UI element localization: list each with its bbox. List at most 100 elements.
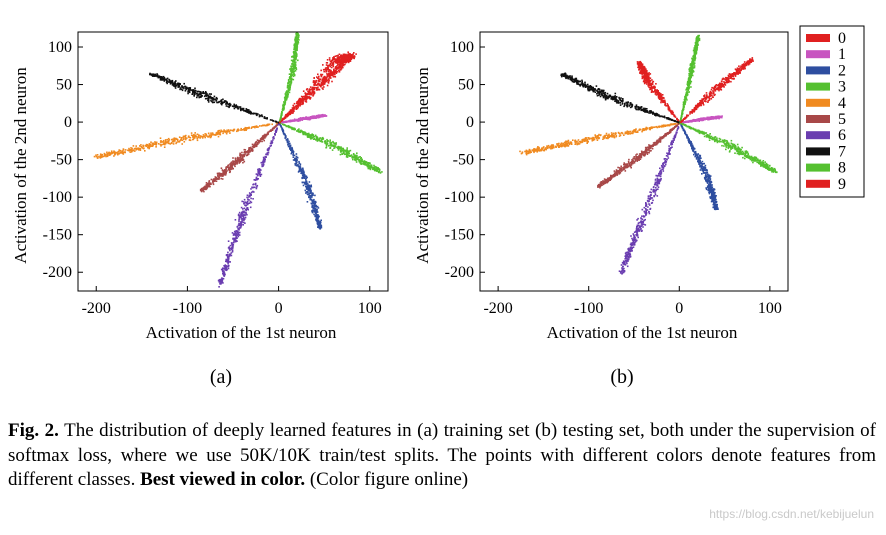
data-point bbox=[101, 156, 103, 158]
data-point bbox=[238, 231, 241, 234]
data-point bbox=[100, 155, 102, 157]
series-5 bbox=[199, 122, 281, 193]
data-point bbox=[302, 100, 305, 102]
data-point bbox=[308, 194, 311, 197]
data-point bbox=[281, 111, 283, 114]
data-point bbox=[375, 169, 378, 171]
data-point bbox=[179, 88, 181, 91]
data-point bbox=[164, 139, 167, 141]
data-point bbox=[292, 151, 294, 153]
data-point bbox=[252, 113, 255, 115]
data-point bbox=[174, 82, 176, 84]
data-point bbox=[229, 261, 231, 263]
data-point bbox=[158, 75, 160, 78]
data-point bbox=[244, 151, 247, 153]
data-point bbox=[241, 212, 243, 214]
data-point bbox=[258, 168, 260, 170]
data-point bbox=[256, 142, 259, 144]
data-point bbox=[256, 178, 258, 181]
data-point bbox=[248, 112, 250, 114]
data-point bbox=[295, 35, 298, 37]
data-point bbox=[224, 273, 226, 276]
data-point bbox=[169, 83, 172, 85]
y-tick-label: -150 bbox=[43, 227, 72, 244]
data-point bbox=[147, 146, 149, 149]
data-point bbox=[337, 60, 339, 63]
data-point bbox=[229, 165, 231, 168]
data-point bbox=[326, 59, 329, 61]
data-point bbox=[202, 91, 204, 93]
data-point bbox=[301, 174, 304, 177]
data-point bbox=[212, 180, 215, 182]
data-point bbox=[651, 83, 653, 86]
data-point bbox=[308, 184, 311, 187]
data-point bbox=[331, 149, 334, 151]
data-point bbox=[242, 107, 245, 110]
data-point bbox=[194, 132, 196, 134]
data-point bbox=[285, 114, 288, 117]
data-point bbox=[240, 160, 242, 162]
data-point bbox=[219, 131, 221, 134]
data-point bbox=[281, 127, 284, 130]
data-point bbox=[227, 240, 230, 242]
data-point bbox=[309, 86, 312, 88]
data-point bbox=[147, 145, 149, 147]
data-point bbox=[318, 139, 320, 141]
data-point bbox=[649, 79, 652, 82]
data-point bbox=[226, 129, 228, 132]
data-point bbox=[268, 130, 271, 132]
data-point bbox=[263, 160, 265, 163]
data-point bbox=[236, 237, 238, 239]
data-point bbox=[349, 53, 351, 55]
data-point bbox=[232, 162, 234, 164]
data-point bbox=[296, 105, 298, 107]
data-point bbox=[230, 163, 233, 165]
data-point bbox=[333, 56, 335, 58]
data-point bbox=[230, 161, 233, 163]
data-point bbox=[224, 169, 227, 171]
data-point bbox=[254, 112, 256, 115]
data-point bbox=[252, 198, 254, 200]
data-point bbox=[241, 213, 243, 215]
data-point bbox=[179, 139, 182, 141]
data-point bbox=[328, 74, 330, 76]
data-point bbox=[642, 65, 645, 68]
data-point bbox=[657, 95, 660, 97]
data-point bbox=[328, 145, 330, 147]
data-point bbox=[165, 78, 168, 81]
series-1 bbox=[679, 115, 723, 124]
data-point bbox=[280, 120, 283, 122]
data-point bbox=[129, 151, 131, 153]
data-point bbox=[338, 146, 340, 148]
data-point bbox=[114, 153, 117, 155]
data-point bbox=[659, 97, 662, 100]
data-point bbox=[296, 49, 298, 52]
data-point bbox=[234, 230, 237, 232]
data-point bbox=[355, 157, 358, 160]
data-point bbox=[326, 84, 329, 87]
data-point bbox=[278, 122, 280, 125]
data-point bbox=[338, 71, 341, 73]
data-point bbox=[139, 145, 141, 147]
data-point bbox=[302, 170, 304, 172]
data-point bbox=[305, 175, 307, 177]
data-point bbox=[645, 77, 647, 79]
data-point bbox=[282, 105, 284, 107]
data-point bbox=[353, 156, 355, 159]
data-point bbox=[264, 158, 266, 161]
data-point bbox=[317, 217, 319, 219]
data-point bbox=[300, 95, 303, 98]
data-point bbox=[302, 90, 305, 92]
data-point bbox=[286, 140, 289, 143]
data-point bbox=[173, 139, 176, 141]
data-point bbox=[324, 78, 326, 80]
data-point bbox=[343, 61, 345, 63]
data-point bbox=[290, 71, 293, 74]
data-point bbox=[671, 112, 674, 114]
data-point bbox=[292, 78, 295, 81]
data-point bbox=[292, 75, 295, 78]
data-point bbox=[228, 106, 230, 109]
data-point bbox=[159, 143, 162, 146]
data-point bbox=[144, 144, 147, 147]
data-point bbox=[307, 96, 309, 98]
